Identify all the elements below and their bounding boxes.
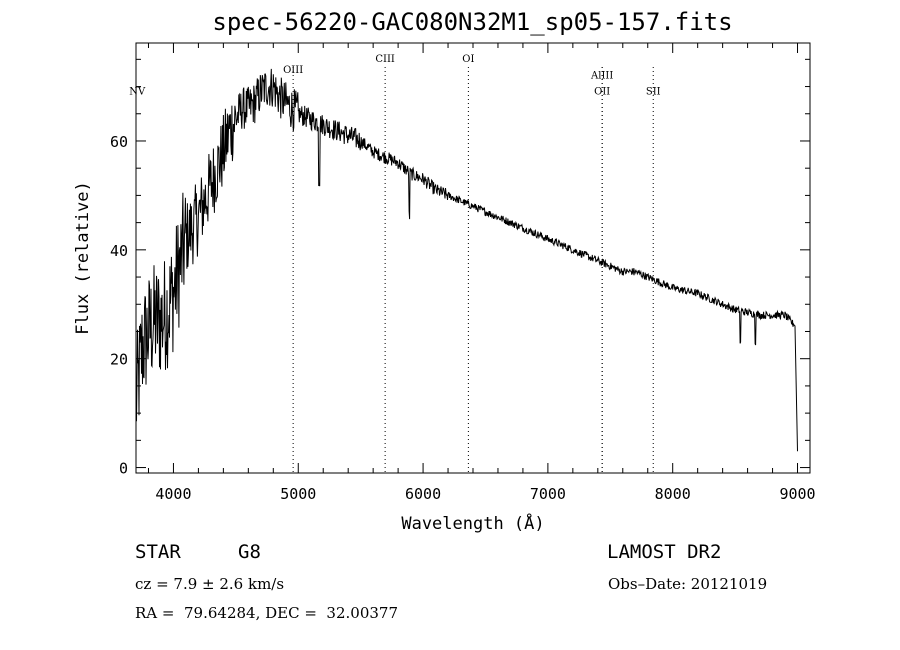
chart-title: spec-56220-GAC080N32M1_sp05-157.fits bbox=[212, 8, 733, 36]
x-tick-label: 9000 bbox=[779, 485, 815, 503]
emission-line-label: OI bbox=[462, 54, 474, 65]
y-tick-label: 0 bbox=[119, 460, 128, 478]
emission-line-label: NV bbox=[129, 87, 146, 98]
x-tick-label: 6000 bbox=[405, 485, 441, 503]
emission-line-label: OIII bbox=[283, 65, 303, 76]
y-tick-label: 40 bbox=[110, 242, 128, 260]
x-tick-label: 4000 bbox=[155, 485, 191, 503]
x-tick-label: 8000 bbox=[655, 485, 691, 503]
object-subclass: G8 bbox=[238, 541, 261, 563]
x-axis-label: Wavelength (Å) bbox=[401, 512, 544, 534]
emission-line-label: CIII bbox=[375, 54, 395, 65]
cz-value: cz = 7.9 ± 2.6 km/s bbox=[135, 575, 285, 593]
emission-line-label: OII bbox=[594, 87, 610, 98]
plot-frame bbox=[135, 42, 811, 474]
emission-line-label: SII bbox=[646, 87, 661, 98]
spectrum-line bbox=[136, 68, 798, 452]
object-class: STAR bbox=[135, 541, 181, 563]
x-tick-label: 5000 bbox=[280, 485, 316, 503]
survey-label: LAMOST DR2 bbox=[607, 541, 722, 563]
y-tick-label: 20 bbox=[110, 351, 128, 369]
y-tick-label: 60 bbox=[110, 133, 128, 151]
obs-date: Obs–Date: 20121019 bbox=[608, 575, 768, 593]
coordinates: RA = 79.64284, DEC = 32.00377 bbox=[135, 604, 399, 622]
y-axis-label: Flux (relative) bbox=[73, 181, 93, 335]
x-tick-label: 7000 bbox=[530, 485, 566, 503]
